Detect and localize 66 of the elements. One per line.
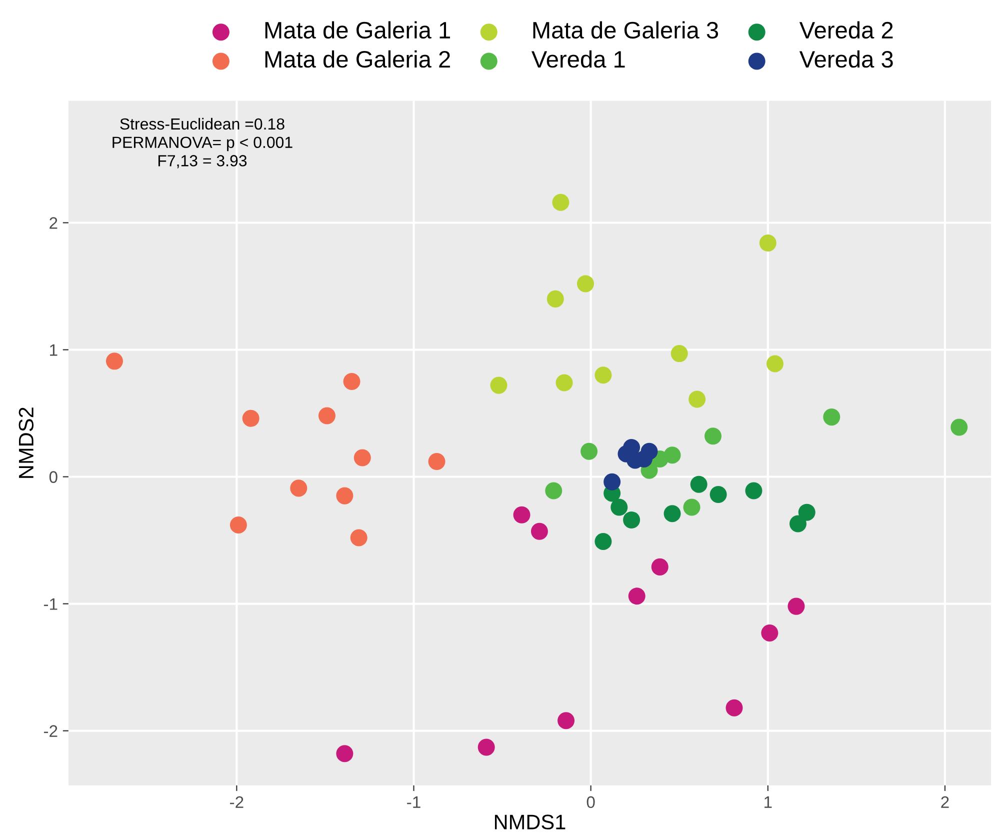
point: [789, 515, 806, 532]
x-tick-label: 2: [941, 796, 949, 808]
point: [318, 407, 336, 424]
legend-label: Mata de Galeria 1: [265, 21, 450, 39]
point: [726, 699, 743, 716]
point: [683, 498, 700, 516]
point: [690, 476, 708, 493]
point: [670, 345, 688, 362]
point: [343, 372, 360, 390]
point: [594, 366, 612, 384]
x-tick-label: 1: [764, 796, 772, 808]
point: [664, 505, 681, 522]
point: [710, 486, 727, 504]
point: [556, 374, 573, 392]
point: [552, 194, 570, 211]
point: [950, 418, 968, 436]
point: [759, 234, 776, 252]
point: [490, 376, 508, 394]
x-tick-label: -1: [407, 796, 420, 808]
point: [350, 529, 368, 546]
annotation: Stress-Euclidean =0.18 PERMANOVA= p < 0.001 F7,13 = 3.93: [112, 118, 292, 168]
y-tick-label: -1: [44, 598, 58, 610]
legend-label: Vereda 3: [799, 50, 893, 68]
point: [798, 504, 816, 521]
x-tick-label: 0: [586, 796, 595, 808]
point: [745, 482, 762, 500]
point: [604, 473, 621, 490]
point: [513, 506, 530, 524]
point: [428, 453, 446, 470]
point: [290, 480, 308, 497]
legend-label: Mata de Galeria 2: [265, 50, 450, 68]
point: [530, 522, 548, 540]
y-tick-label: 2: [50, 217, 58, 229]
point: [242, 410, 260, 427]
legend-label: Vereda 1: [532, 50, 625, 68]
y-tick-label: 1: [50, 344, 58, 356]
point: [766, 355, 784, 372]
point: [623, 511, 640, 528]
point: [704, 428, 722, 445]
point: [651, 558, 668, 576]
point: [580, 442, 598, 460]
point: [546, 290, 564, 308]
legend-label: Vereda 2: [799, 21, 893, 39]
point: [230, 516, 247, 534]
point: [336, 745, 354, 762]
point: [577, 275, 594, 292]
point: [478, 738, 495, 756]
x-axis-title: NMDS1: [494, 814, 566, 830]
point: [628, 588, 646, 605]
legend-label: Mata de Galeria 3: [533, 21, 718, 39]
y-tick-label: -2: [44, 725, 58, 737]
point: [336, 487, 354, 504]
point: [558, 712, 575, 730]
point: [354, 449, 371, 466]
point: [545, 482, 562, 500]
point: [610, 498, 628, 516]
point: [788, 598, 805, 615]
point: [761, 624, 778, 642]
point: [664, 446, 681, 464]
x-tick-label: -2: [230, 796, 244, 808]
point: [688, 390, 706, 408]
y-tick-label: 0: [49, 471, 58, 483]
point: [106, 352, 123, 370]
point: [594, 533, 612, 550]
y-axis-title: NMDS2: [18, 408, 34, 478]
point: [823, 408, 840, 426]
